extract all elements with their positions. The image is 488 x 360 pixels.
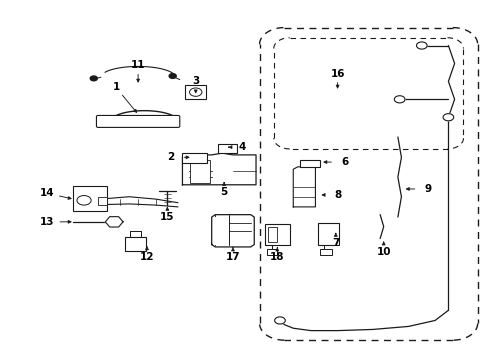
Text: 17: 17: [225, 252, 240, 261]
Text: 6: 6: [340, 157, 347, 167]
Text: 13: 13: [40, 217, 54, 227]
Text: 1: 1: [112, 82, 120, 93]
Circle shape: [393, 96, 404, 103]
Circle shape: [77, 195, 91, 205]
Bar: [319, 249, 331, 255]
Text: 10: 10: [376, 247, 390, 257]
Polygon shape: [182, 153, 256, 185]
Polygon shape: [293, 167, 315, 207]
Bar: [266, 249, 277, 255]
Text: 12: 12: [140, 252, 154, 261]
Text: 5: 5: [220, 187, 227, 197]
Polygon shape: [105, 217, 123, 227]
Text: 16: 16: [330, 69, 344, 78]
Circle shape: [442, 114, 453, 121]
Text: 3: 3: [192, 76, 199, 86]
Text: 9: 9: [424, 184, 431, 194]
Text: 14: 14: [40, 188, 54, 198]
Text: 18: 18: [269, 252, 284, 261]
Bar: [185, 85, 206, 99]
Circle shape: [90, 76, 97, 81]
Text: 4: 4: [238, 142, 245, 152]
Bar: [218, 144, 237, 153]
Text: 7: 7: [331, 238, 339, 248]
Text: 15: 15: [160, 212, 174, 222]
Bar: [98, 197, 107, 205]
Circle shape: [274, 317, 285, 324]
Bar: [300, 160, 319, 167]
Circle shape: [416, 42, 426, 49]
Circle shape: [189, 88, 202, 96]
Bar: [73, 186, 107, 211]
Bar: [264, 224, 289, 244]
Bar: [124, 237, 146, 251]
Bar: [215, 217, 228, 244]
Text: 11: 11: [131, 60, 145, 70]
Bar: [268, 226, 277, 242]
Bar: [317, 223, 339, 244]
Circle shape: [169, 73, 176, 78]
Bar: [182, 153, 207, 163]
Text: 2: 2: [167, 152, 174, 162]
Polygon shape: [211, 215, 254, 247]
Bar: [190, 160, 209, 183]
Text: 8: 8: [333, 190, 341, 200]
FancyBboxPatch shape: [96, 116, 180, 127]
